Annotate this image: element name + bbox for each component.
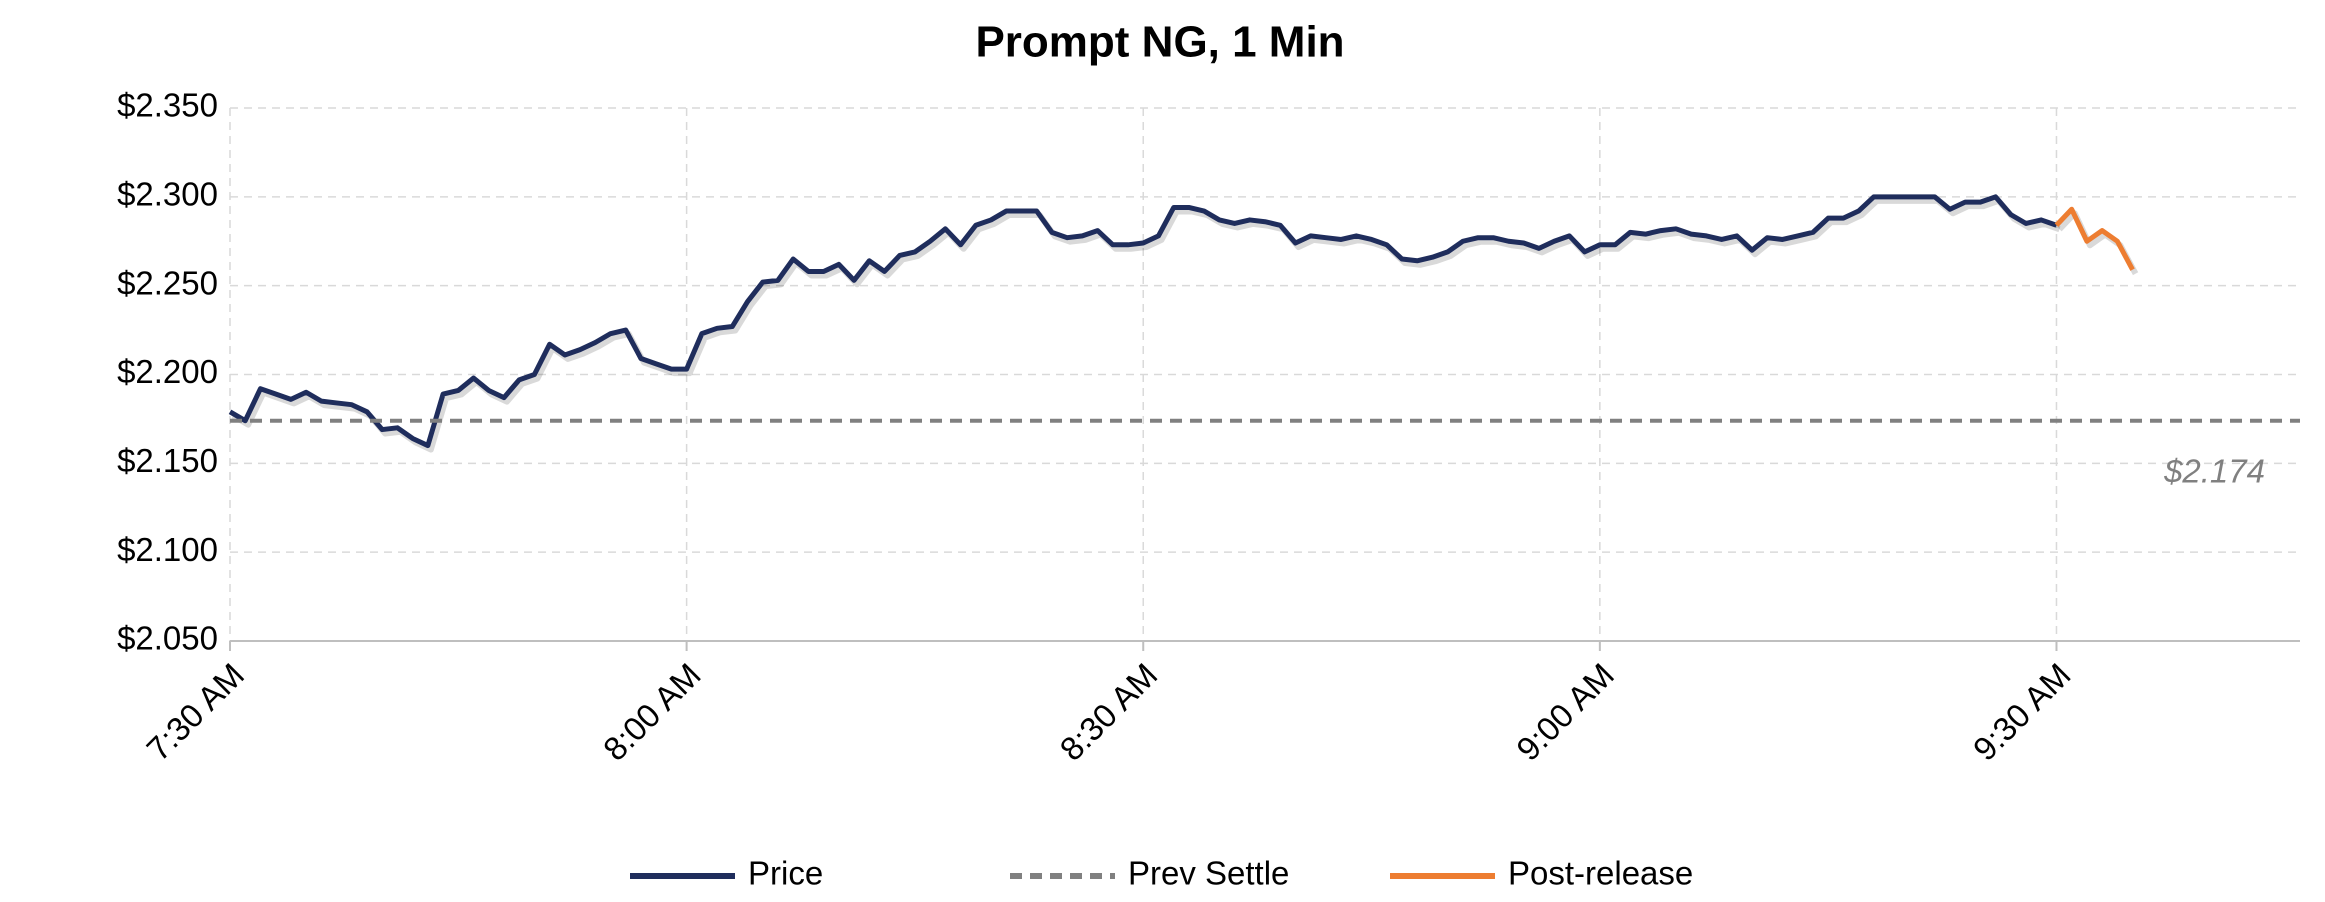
y-tick-label: $2.300 xyxy=(117,176,218,213)
x-tick-label: 9:30 AM xyxy=(1966,656,2078,768)
reference-label: $2.174 xyxy=(2163,453,2265,490)
x-tick-label: 8:00 AM xyxy=(596,656,708,768)
legend-label: Post-release xyxy=(1508,855,1693,892)
series-line xyxy=(228,194,2058,449)
line-shadow xyxy=(231,197,2061,453)
y-tick-label: $2.150 xyxy=(117,442,218,479)
legend-label: Prev Settle xyxy=(1128,855,1289,892)
x-tick-label: 9:00 AM xyxy=(1509,656,1621,768)
chart-title: Prompt NG, 1 Min xyxy=(975,18,1344,67)
line-shadow xyxy=(2057,210,2139,276)
y-tick-label: $2.050 xyxy=(117,620,218,657)
y-tick-label: $2.250 xyxy=(117,264,218,301)
x-tick-label: 7:30 AM xyxy=(139,656,251,768)
y-tick-label: $2.350 xyxy=(117,87,218,124)
legend-label: Price xyxy=(748,855,823,892)
x-tick-label: 8:30 AM xyxy=(1053,656,1165,768)
y-tick-label: $2.100 xyxy=(117,531,218,568)
y-tick-label: $2.200 xyxy=(117,353,218,390)
series-line xyxy=(2054,206,2135,271)
